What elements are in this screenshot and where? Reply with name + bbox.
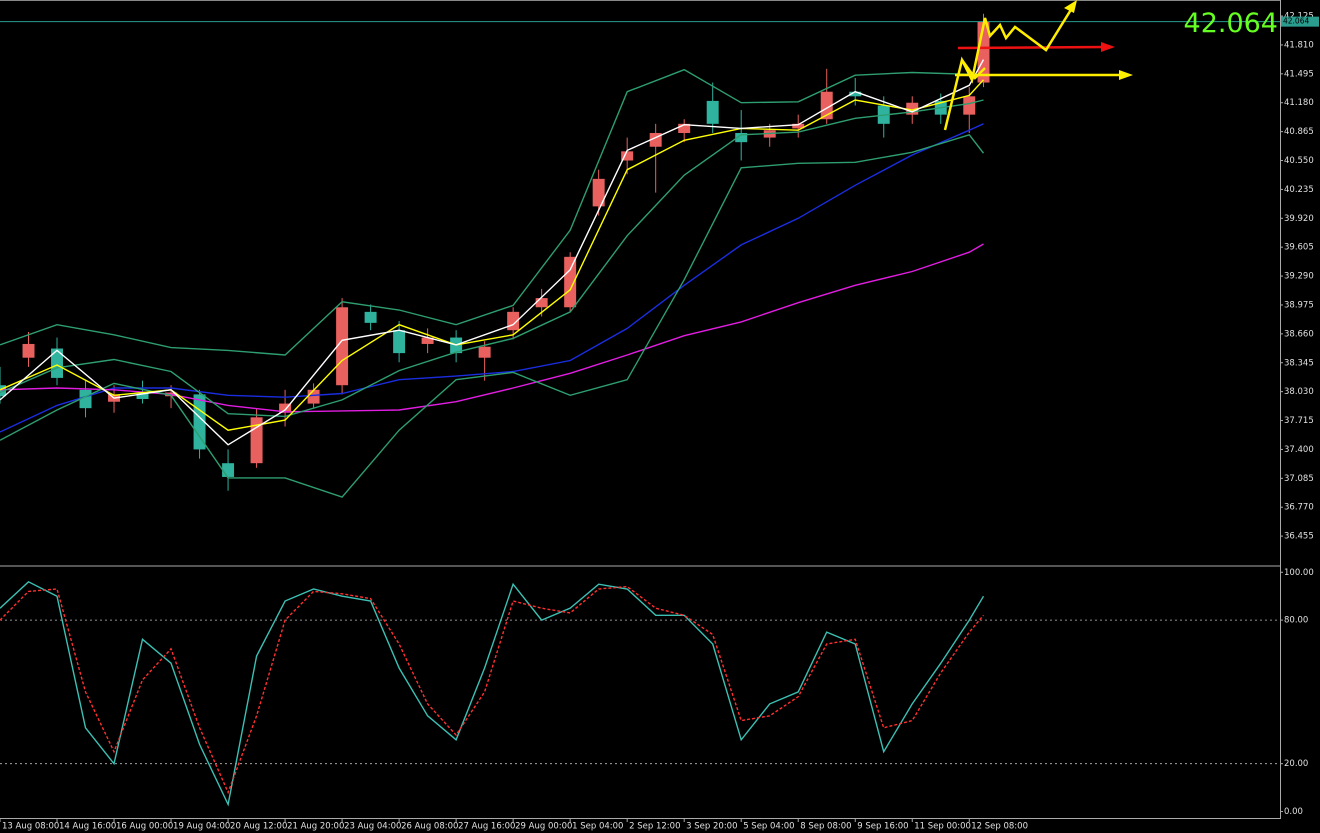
y-tick-label: 36.770	[1284, 503, 1314, 513]
price-box-label: 42.064	[1283, 17, 1309, 26]
x-tick-label: 14 Aug 16:00	[59, 822, 116, 832]
y-tick-label: 40.235	[1284, 185, 1314, 195]
candle-body	[678, 123, 691, 133]
y-tick-label: 40.865	[1284, 127, 1314, 137]
y-tick-label: 80.00	[1284, 616, 1308, 626]
candle-body	[564, 256, 577, 308]
x-tick-label: 5 Sep 04:00	[743, 822, 794, 832]
y-tick-label: 37.715	[1284, 416, 1314, 426]
series-line	[0, 580, 985, 807]
candle-body	[22, 343, 35, 358]
x-tick-label: 11 Sep 00:00	[914, 822, 971, 832]
y-tick-label: 38.030	[1284, 387, 1314, 397]
x-tick-label: 27 Aug 16:00	[458, 822, 515, 832]
x-tick-label: 26 Aug 08:00	[401, 822, 458, 832]
y-tick-label: 37.400	[1284, 445, 1314, 455]
x-tick-label: 12 Sep 08:00	[971, 822, 1028, 832]
trend-arrow	[943, 7, 1074, 131]
series-line	[0, 99, 984, 418]
candle-body	[963, 96, 976, 115]
y-tick-label: 38.345	[1284, 358, 1314, 368]
trend-arrow	[960, 59, 986, 80]
y-tick-label: 41.495	[1284, 69, 1314, 79]
series-line	[0, 68, 984, 356]
candle-body	[193, 394, 206, 450]
candle-body	[849, 91, 862, 97]
candle-body	[649, 132, 662, 147]
candle-body	[977, 22, 990, 83]
x-tick-label: 29 Aug 00:00	[515, 822, 572, 832]
candle-body	[906, 102, 919, 115]
x-tick-label: 3 Sep 20:00	[686, 822, 737, 832]
candle-body	[393, 330, 406, 354]
x-tick-label: 9 Sep 16:00	[857, 822, 908, 832]
plot-area	[0, 13, 1280, 807]
x-tick-label: 8 Sep 08:00	[800, 822, 851, 832]
candle-body	[364, 311, 377, 323]
candle-body	[136, 392, 149, 399]
y-tick-label: 38.975	[1284, 300, 1314, 310]
candle-body	[592, 178, 605, 207]
x-tick-label: 23 Aug 04:00	[344, 822, 401, 832]
x-tick-label: 2 Sep 12:00	[629, 822, 680, 832]
x-tick-label: 1 Sep 04:00	[572, 822, 623, 832]
x-tick-label: 13 Aug 08:00	[2, 822, 59, 832]
y-tick-label: 100.00	[1284, 568, 1314, 578]
y-tick-label: 38.660	[1284, 329, 1314, 339]
candle-body	[421, 337, 434, 344]
y-tick-label: 41.180	[1284, 98, 1314, 108]
x-tick-label: 16 Aug 00:00	[116, 822, 173, 832]
y-tick-label: 39.605	[1284, 243, 1314, 253]
candle-body	[507, 311, 520, 331]
candle-body	[51, 348, 64, 378]
series-line	[0, 59, 985, 446]
series-line	[0, 585, 985, 795]
series-line	[0, 133, 985, 498]
candle-body	[79, 389, 92, 409]
series-line	[0, 123, 984, 433]
arrow-head	[1064, 0, 1077, 13]
x-tick-label: 20 Aug 12:00	[230, 822, 287, 832]
y-tick-label: 39.920	[1284, 214, 1314, 224]
trend-arrow	[957, 45, 1106, 50]
arrow-head	[1119, 70, 1133, 80]
y-tick-label: 39.290	[1284, 272, 1314, 282]
x-tick-label: 19 Aug 04:00	[173, 822, 230, 832]
y-tick-label: 36.455	[1284, 532, 1314, 542]
candle-body	[706, 100, 719, 124]
candle-body	[820, 91, 833, 120]
price-box	[1281, 16, 1319, 27]
y-tick-label: 20.00	[1284, 759, 1308, 769]
candle-body	[621, 151, 634, 161]
y-tick-label: 37.085	[1284, 474, 1314, 484]
series-line	[0, 243, 984, 413]
candle-body	[250, 417, 263, 464]
y-tick-label: 40.550	[1284, 156, 1314, 166]
drawings	[943, 0, 1133, 131]
y-tick-label: 42.125	[1284, 12, 1314, 22]
candle-body	[735, 132, 748, 143]
candle-body	[307, 389, 320, 404]
y-tick-label: 0.00	[1284, 807, 1303, 817]
last-price-label: 42.064	[1184, 8, 1278, 39]
arrow-head	[1101, 42, 1115, 52]
candle-body	[222, 463, 235, 477]
candle-body	[279, 403, 292, 413]
candle-body	[336, 307, 349, 386]
candle-body	[535, 298, 548, 308]
candle-body	[478, 346, 491, 358]
x-tick-label: 21 Aug 20:00	[287, 822, 344, 832]
candle-body	[792, 123, 805, 129]
y-tick-label: 41.810	[1284, 40, 1314, 50]
